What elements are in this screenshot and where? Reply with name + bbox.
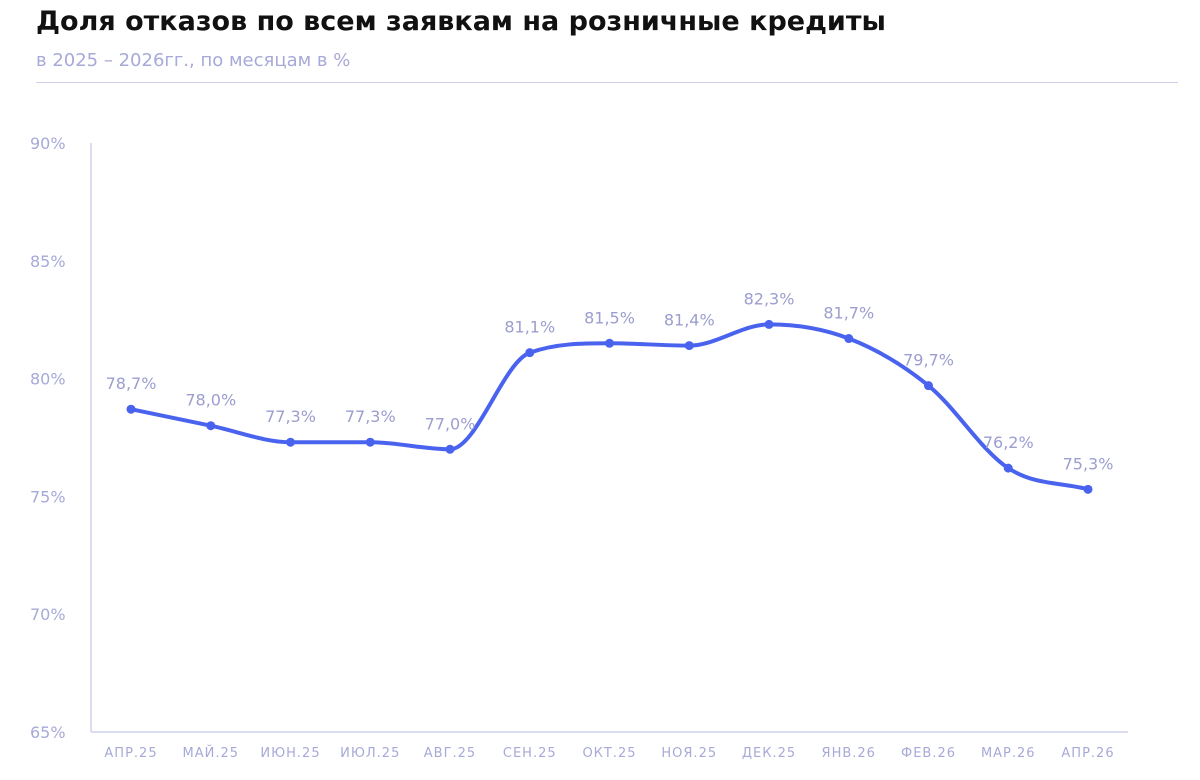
x-tick-label: ЯНВ.26	[822, 746, 876, 761]
x-tick-label: ОКТ.25	[582, 746, 636, 761]
data-point	[525, 348, 535, 358]
data-label: 81,4%	[664, 311, 715, 330]
data-label: 75,3%	[1063, 454, 1114, 473]
data-label: 78,0%	[185, 391, 236, 410]
y-tick-label: 80%	[30, 370, 66, 389]
x-tick-label: МАР.26	[981, 746, 1036, 761]
data-point	[844, 334, 854, 344]
data-point	[445, 444, 455, 454]
data-point	[764, 319, 774, 329]
x-tick-label: МАЙ.25	[182, 745, 239, 761]
y-tick-label: 90%	[30, 134, 66, 153]
data-point	[1083, 484, 1093, 494]
x-tick-label: ИЮН.25	[260, 746, 320, 761]
data-label: 77,3%	[345, 407, 396, 426]
data-point	[924, 381, 933, 391]
x-tick-label: НОЯ.25	[661, 746, 717, 761]
data-point	[684, 341, 694, 351]
y-tick-label: 70%	[30, 605, 66, 624]
data-label: 81,7%	[823, 304, 874, 323]
data-point	[1003, 463, 1013, 473]
x-tick-label: СЕН.25	[503, 746, 557, 761]
data-point	[365, 437, 375, 447]
data-label: 79,7%	[903, 351, 954, 370]
x-tick-label: ДЕК.25	[742, 746, 796, 761]
data-point	[126, 404, 136, 414]
chart-title: Доля отказов по всем заявкам на розничны…	[36, 6, 886, 37]
data-point	[605, 338, 614, 348]
x-tick-label: АПР.26	[1061, 746, 1114, 761]
chart-subtitle: в 2025 – 2026гг., по месяцам в %	[36, 50, 351, 71]
y-tick-label: 75%	[30, 487, 66, 506]
x-tick-label: ИЮЛ.25	[340, 746, 400, 761]
y-tick-label: 65%	[30, 723, 66, 742]
data-label: 82,3%	[744, 289, 795, 308]
y-tick-label: 85%	[30, 252, 66, 271]
data-point	[286, 437, 295, 447]
x-tick-label: ФЕВ.26	[901, 746, 956, 761]
data-label: 81,1%	[504, 318, 555, 337]
data-label: 77,3%	[265, 407, 316, 426]
x-tick-label: АВГ.25	[424, 746, 476, 761]
data-label: 78,7%	[106, 374, 157, 393]
data-label: 77,0%	[425, 414, 476, 433]
header-divider	[36, 82, 1178, 83]
data-point	[206, 421, 216, 431]
x-tick-label: АПР.25	[104, 746, 157, 761]
data-label: 81,5%	[584, 308, 635, 327]
data-label: 76,2%	[983, 433, 1034, 452]
